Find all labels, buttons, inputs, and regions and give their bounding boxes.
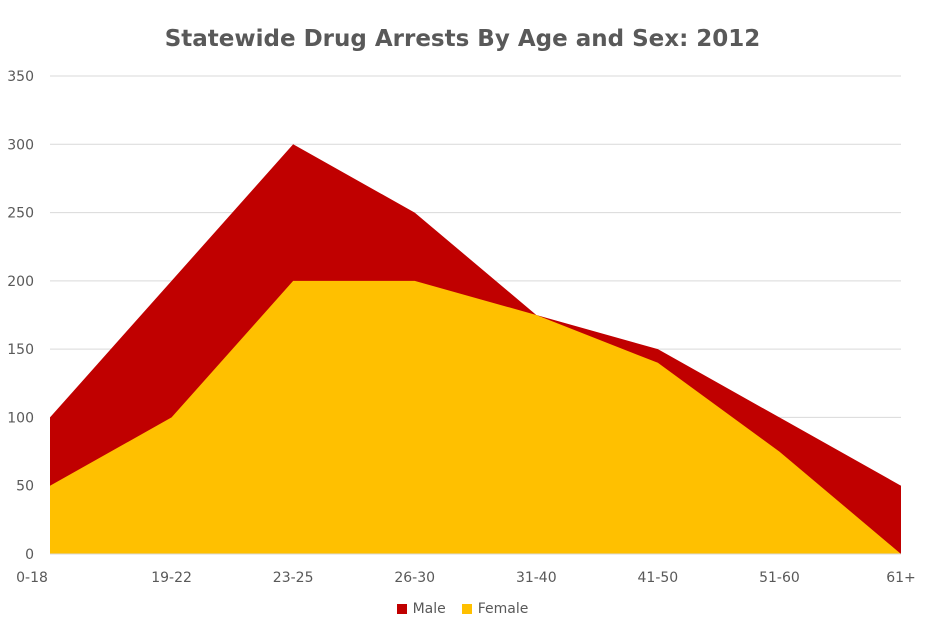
y-tick-label: 50 xyxy=(16,479,34,495)
x-tick-label: 26-30 xyxy=(394,570,435,586)
y-tick-label: 200 xyxy=(7,274,34,290)
x-tick-label: 31-40 xyxy=(516,570,557,586)
chart-title: Statewide Drug Arrests By Age and Sex: 2… xyxy=(164,26,761,52)
y-tick-label: 250 xyxy=(7,206,34,222)
area-female xyxy=(50,280,901,554)
x-tick-label: 19-22 xyxy=(151,570,192,586)
y-tick-label: 100 xyxy=(7,410,34,426)
y-tick-label: 300 xyxy=(7,137,34,153)
y-tick-label: 0 xyxy=(25,547,34,563)
x-tick-label: 0-18 xyxy=(16,570,48,586)
legend-swatch-female xyxy=(461,604,472,614)
chart-legend: Male Female xyxy=(0,601,925,617)
legend-swatch-male xyxy=(396,604,407,614)
x-tick-label: 41-50 xyxy=(638,570,679,586)
x-tick-label: 61+ xyxy=(886,570,916,586)
x-tick-label: 23-25 xyxy=(273,570,314,586)
y-tick-label: 150 xyxy=(7,342,34,358)
legend-label-female: Female xyxy=(477,601,529,617)
x-tick-label: 51-60 xyxy=(759,570,800,586)
legend-item-male: Male xyxy=(396,601,446,617)
legend-label-male: Male xyxy=(412,601,446,617)
y-tick-label: 350 xyxy=(7,69,34,85)
legend-item-female: Female xyxy=(461,601,529,617)
